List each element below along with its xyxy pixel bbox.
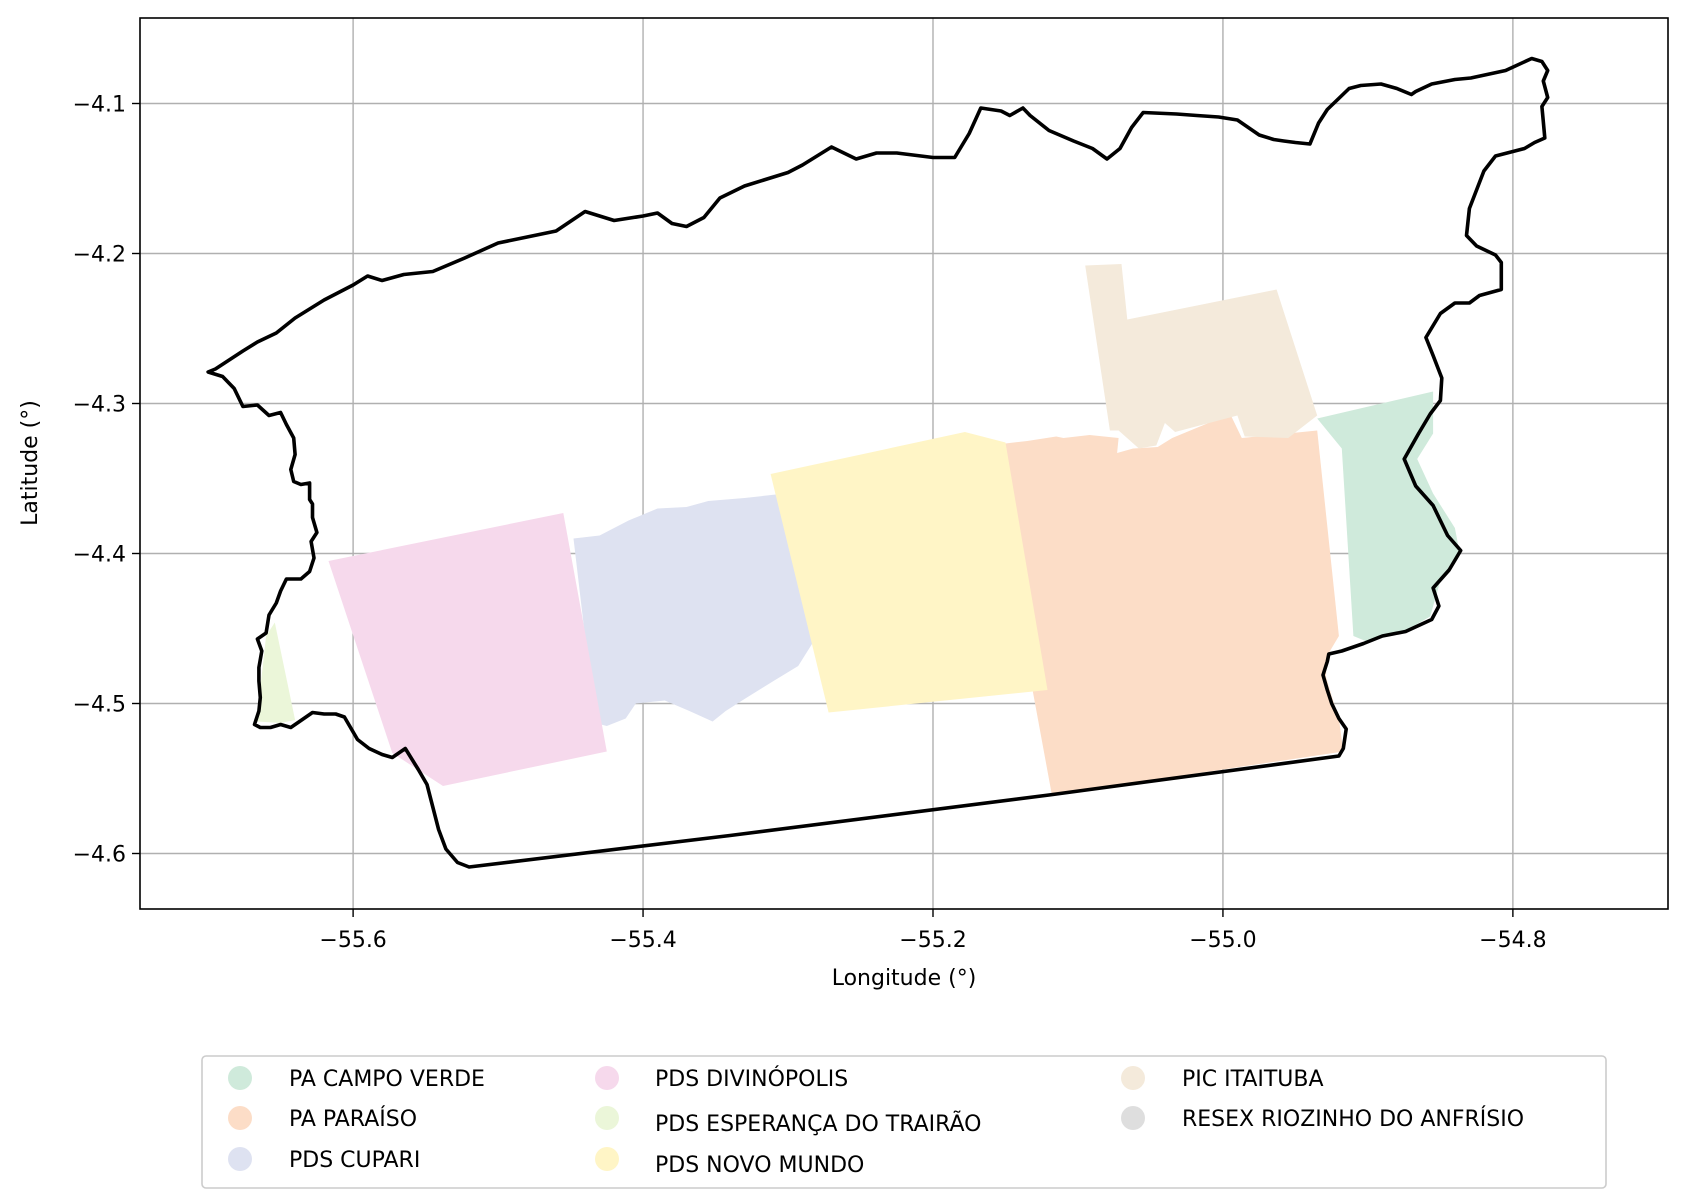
y-tick-label: −4.6 — [73, 843, 126, 868]
y-tick-label: −4.3 — [73, 393, 126, 418]
legend-marker — [595, 1106, 619, 1130]
legend-label: PDS DIVINÓPOLIS — [655, 1066, 848, 1092]
y-tick-label: −4.4 — [73, 543, 126, 568]
legend-marker — [595, 1066, 619, 1090]
y-tick-label: −4.1 — [73, 93, 126, 118]
legend-label: PDS NOVO MUNDO — [655, 1153, 864, 1178]
boundary-outline — [206, 56, 1550, 869]
area-pds-divinopolis — [328, 513, 607, 786]
area-pa-paraiso — [988, 414, 1344, 795]
x-axis-label: Longitude (°) — [832, 966, 977, 991]
legend-marker — [228, 1066, 252, 1090]
axis-ticks: −55.6 −55.4 −55.2 −55.0 −54.8 −4.1 −4.2 −4.3 −4.… — [73, 93, 1547, 954]
area-pic-itaituba — [1085, 264, 1318, 449]
legend-label: PDS ESPERANÇA DO TRAIRÃO — [655, 1110, 982, 1137]
area-pds-novo-mundo — [770, 432, 1048, 713]
legend-marker — [228, 1106, 252, 1130]
area-pds-cupari — [573, 493, 817, 726]
x-tick-label: −55.0 — [1189, 928, 1256, 953]
legend-label: PIC ITAITUBA — [1182, 1067, 1324, 1092]
legend-marker — [1121, 1066, 1145, 1090]
x-tick-label: −55.6 — [319, 928, 386, 953]
y-tick-label: −4.5 — [73, 693, 126, 718]
legend-box — [201, 1055, 1607, 1189]
legend-label: PDS CUPARI — [289, 1148, 420, 1173]
legend-marker — [595, 1147, 619, 1171]
settlement-areas — [257, 264, 1460, 795]
y-tick-label: −4.2 — [73, 243, 126, 268]
plot-frame — [139, 17, 1669, 910]
legend-label: RESEX RIOZINHO DO ANFRÍSIO — [1182, 1106, 1524, 1132]
legend-label: PA PARAÍSO — [289, 1106, 417, 1132]
y-axis-label: Latitude (°) — [18, 400, 43, 526]
x-tick-label: −54.8 — [1479, 928, 1546, 953]
municipality-boundary — [206, 56, 1550, 869]
x-tick-label: −55.4 — [609, 928, 676, 953]
legend-marker — [228, 1147, 252, 1171]
x-tick-label: −55.2 — [899, 928, 966, 953]
area-pa-campo-verde — [1317, 391, 1460, 642]
legend: PA CAMPO VERDE PA PARAÍSO PDS CUPARI PDS DI… — [201, 1055, 1607, 1189]
legend-items: PA CAMPO VERDE PA PARAÍSO PDS CUPARI PDS DI… — [228, 1066, 1524, 1178]
area-pds-esperanca-do-trairao — [257, 622, 296, 723]
legend-marker — [1121, 1106, 1145, 1130]
legend-label: PA CAMPO VERDE — [289, 1067, 485, 1092]
